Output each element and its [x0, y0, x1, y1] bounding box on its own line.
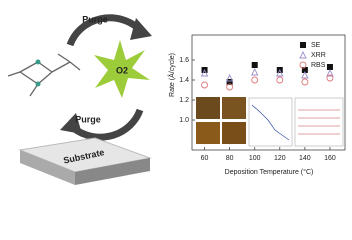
- marker: [251, 76, 259, 84]
- inset-curve: [298, 109, 340, 135]
- page: Purge Purge O2 Substrate Deposition Temp…: [7, 14, 346, 185]
- y-tick-label: 1.2: [179, 97, 189, 104]
- y-tick-label: 1.0: [179, 117, 189, 124]
- afm-inset: [222, 97, 246, 119]
- marker: [300, 42, 306, 48]
- marker: [299, 50, 307, 59]
- marker: [301, 67, 308, 73]
- marker: [200, 68, 209, 77]
- xrd-inset: [294, 97, 344, 147]
- legend-label: XRR: [311, 52, 326, 59]
- marker: [301, 78, 309, 86]
- arrow-head: [60, 113, 82, 134]
- marker: [326, 74, 334, 82]
- afm-inset: [222, 122, 246, 144]
- inset-curve: [251, 104, 290, 141]
- molecule: [7, 53, 81, 97]
- substrate-side: [20, 150, 75, 185]
- y-axis-title: Rate (Å/cycle): [167, 53, 176, 97]
- afm-inset: [196, 97, 220, 119]
- marker: [225, 73, 234, 82]
- legend-label: RBS: [311, 62, 326, 69]
- purge-label: Purge: [75, 114, 101, 124]
- y-tick-label: 1.4: [179, 77, 189, 84]
- x-tick-label: 60: [201, 155, 209, 162]
- reactant-label: O2: [116, 65, 128, 75]
- oxygen-burst: [94, 40, 150, 98]
- atom: [35, 59, 41, 65]
- marker: [251, 62, 258, 68]
- x-tick-label: 140: [299, 155, 311, 162]
- x-axis-title: Deposition Temperature (°C): [225, 168, 314, 176]
- marker: [326, 68, 334, 77]
- marker: [276, 68, 284, 77]
- x-tick-label: 120: [274, 155, 286, 162]
- xrr-inset: [248, 97, 293, 147]
- arrow-head: [130, 18, 152, 40]
- substrate-side: [75, 158, 150, 185]
- marker: [276, 76, 284, 84]
- marker: [226, 79, 233, 85]
- x-tick-label: 160: [324, 155, 336, 162]
- purge-label: Purge: [82, 14, 108, 24]
- plot-frame: [191, 34, 346, 151]
- marker: [326, 64, 333, 70]
- y-tick-label: 1.6: [179, 57, 189, 64]
- atom: [35, 81, 41, 87]
- figure: Purge Purge O2 Substrate Deposition Temp…: [7, 14, 346, 185]
- marker: [299, 61, 307, 69]
- marker: [250, 67, 259, 76]
- x-tick-label: 100: [249, 155, 261, 162]
- x-tick-label: 80: [226, 155, 234, 162]
- cycle-arrow: [66, 14, 143, 47]
- afm-inset: [196, 122, 220, 144]
- marker: [301, 70, 309, 79]
- legend-label: SE: [311, 42, 321, 49]
- marker: [201, 81, 208, 89]
- marker: [226, 83, 234, 91]
